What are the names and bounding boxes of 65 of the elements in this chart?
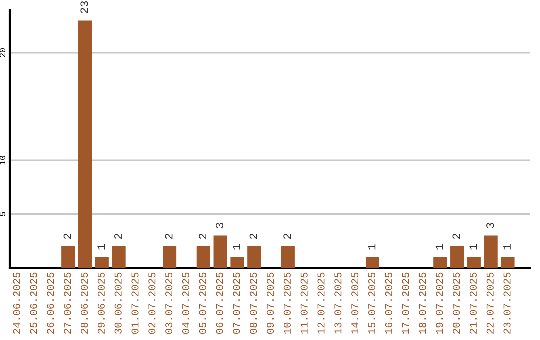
- bar: [434, 257, 448, 268]
- bar: [78, 20, 92, 268]
- data-label: 2: [250, 234, 258, 240]
- x-tick-label: 10.07.2025: [284, 272, 291, 334]
- x-tick-label: 04.07.2025: [182, 272, 190, 334]
- x-tick-label: 30.06.2025: [114, 272, 122, 334]
- x-tick-label: 09.07.2025: [266, 272, 274, 334]
- data-label: 1: [233, 244, 240, 250]
- bar: [196, 246, 210, 268]
- x-tick-label: 13.07.2025: [334, 272, 342, 334]
- bar: [281, 246, 295, 268]
- y-tick-label: 20: [0, 48, 6, 58]
- data-label: 2: [114, 234, 122, 240]
- bar: [501, 257, 515, 268]
- bar: [467, 257, 481, 268]
- x-tick-label: 26.06.2025: [47, 272, 54, 334]
- bar: [248, 246, 262, 268]
- x-tick-label: 17.07.2025: [402, 272, 410, 334]
- x-tick-label: 05.07.2025: [199, 272, 206, 334]
- x-tick-label: 27.06.2025: [64, 272, 72, 334]
- x-tick-label: 15.07.2025: [368, 272, 376, 334]
- x-tick-label: 07.07.2025: [233, 272, 240, 334]
- x-tick-label: 12.07.2025: [318, 272, 325, 334]
- data-label: 1: [98, 244, 106, 250]
- bar: [95, 257, 109, 268]
- data-label: 1: [470, 244, 478, 250]
- x-tick-label: 01.07.2025: [132, 272, 139, 334]
- bar: [214, 236, 228, 268]
- bar: [230, 257, 244, 268]
- data-label: 1: [504, 244, 511, 250]
- x-tick-label: 11.07.2025: [300, 272, 308, 334]
- bar: [163, 246, 177, 268]
- bar: [112, 246, 126, 268]
- data-label: 2: [64, 234, 72, 240]
- y-tick-label: 10: [0, 156, 6, 165]
- bar: [450, 246, 464, 268]
- data-label: 2: [199, 234, 206, 240]
- x-tick-label: 14.07.2025: [352, 272, 359, 334]
- x-tick-label: 24.06.2025: [13, 272, 20, 334]
- x-tick-label: 28.06.2025: [80, 272, 88, 334]
- data-label: 1: [368, 244, 376, 250]
- data-label: 2: [284, 234, 292, 240]
- x-tick-label: 18.07.2025: [419, 272, 426, 334]
- x-tick-label: 08.07.2025: [250, 272, 258, 334]
- x-tick-label: 02.07.2025: [148, 272, 156, 334]
- x-tick-label: 22.07.2025: [486, 272, 494, 334]
- data-label: 2: [165, 234, 173, 240]
- data-label: 3: [216, 223, 224, 228]
- bar: [366, 257, 380, 268]
- bar: [484, 236, 498, 268]
- x-tick-label: 23.07.2025: [504, 272, 511, 334]
- data-label: 1: [436, 244, 444, 250]
- x-tick-label: 06.07.2025: [216, 272, 224, 334]
- x-tick-label: 03.07.2025: [166, 272, 173, 334]
- y-tick-label: 5: [0, 212, 6, 216]
- bar: [62, 246, 76, 268]
- data-label: 2: [452, 234, 460, 240]
- x-tick-label: 25.06.2025: [30, 272, 38, 334]
- data-label: 23: [80, 1, 88, 14]
- x-tick-label: 29.06.2025: [98, 272, 105, 334]
- x-tick-label: 20.07.2025: [453, 272, 460, 334]
- x-tick-label: 21.07.2025: [470, 272, 477, 334]
- x-tick-label: 19.07.2025: [436, 272, 444, 334]
- x-tick-label: 16.07.2025: [385, 272, 392, 334]
- data-label: 3: [486, 223, 494, 228]
